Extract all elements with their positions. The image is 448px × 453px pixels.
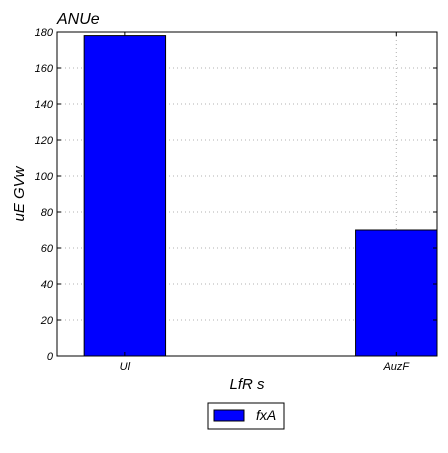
x-tick-label: Ul [120,361,131,373]
y-tick-label: 20 [40,315,54,327]
bars [83,35,438,357]
y-tick-label: 120 [35,135,54,147]
legend: fxA [207,402,285,430]
y-tick-label: 60 [41,243,54,255]
y-axis-title: uE GVw [11,165,28,221]
y-tick-label: 40 [41,279,54,291]
legend-swatch [213,409,245,422]
y-tick-label: 100 [35,171,54,183]
bar-ul [83,35,167,357]
axis-ticks: 0 20 40 60 80 100 120 140 160 180 Ul AuzF [35,27,437,373]
x-axis-title: LfR s [229,376,265,393]
chart-title: ANUe [56,11,100,28]
plot-frame [56,31,438,357]
bar-auzf [355,229,438,357]
y-tick-label: 140 [35,99,54,111]
y-tick-label: 180 [35,27,54,39]
y-tick-label: 160 [35,63,54,75]
y-tick-label: 0 [47,351,54,363]
legend-label: fxA [256,407,276,423]
y-tick-label: 80 [41,207,54,219]
x-tick-label: AuzF [382,361,410,373]
